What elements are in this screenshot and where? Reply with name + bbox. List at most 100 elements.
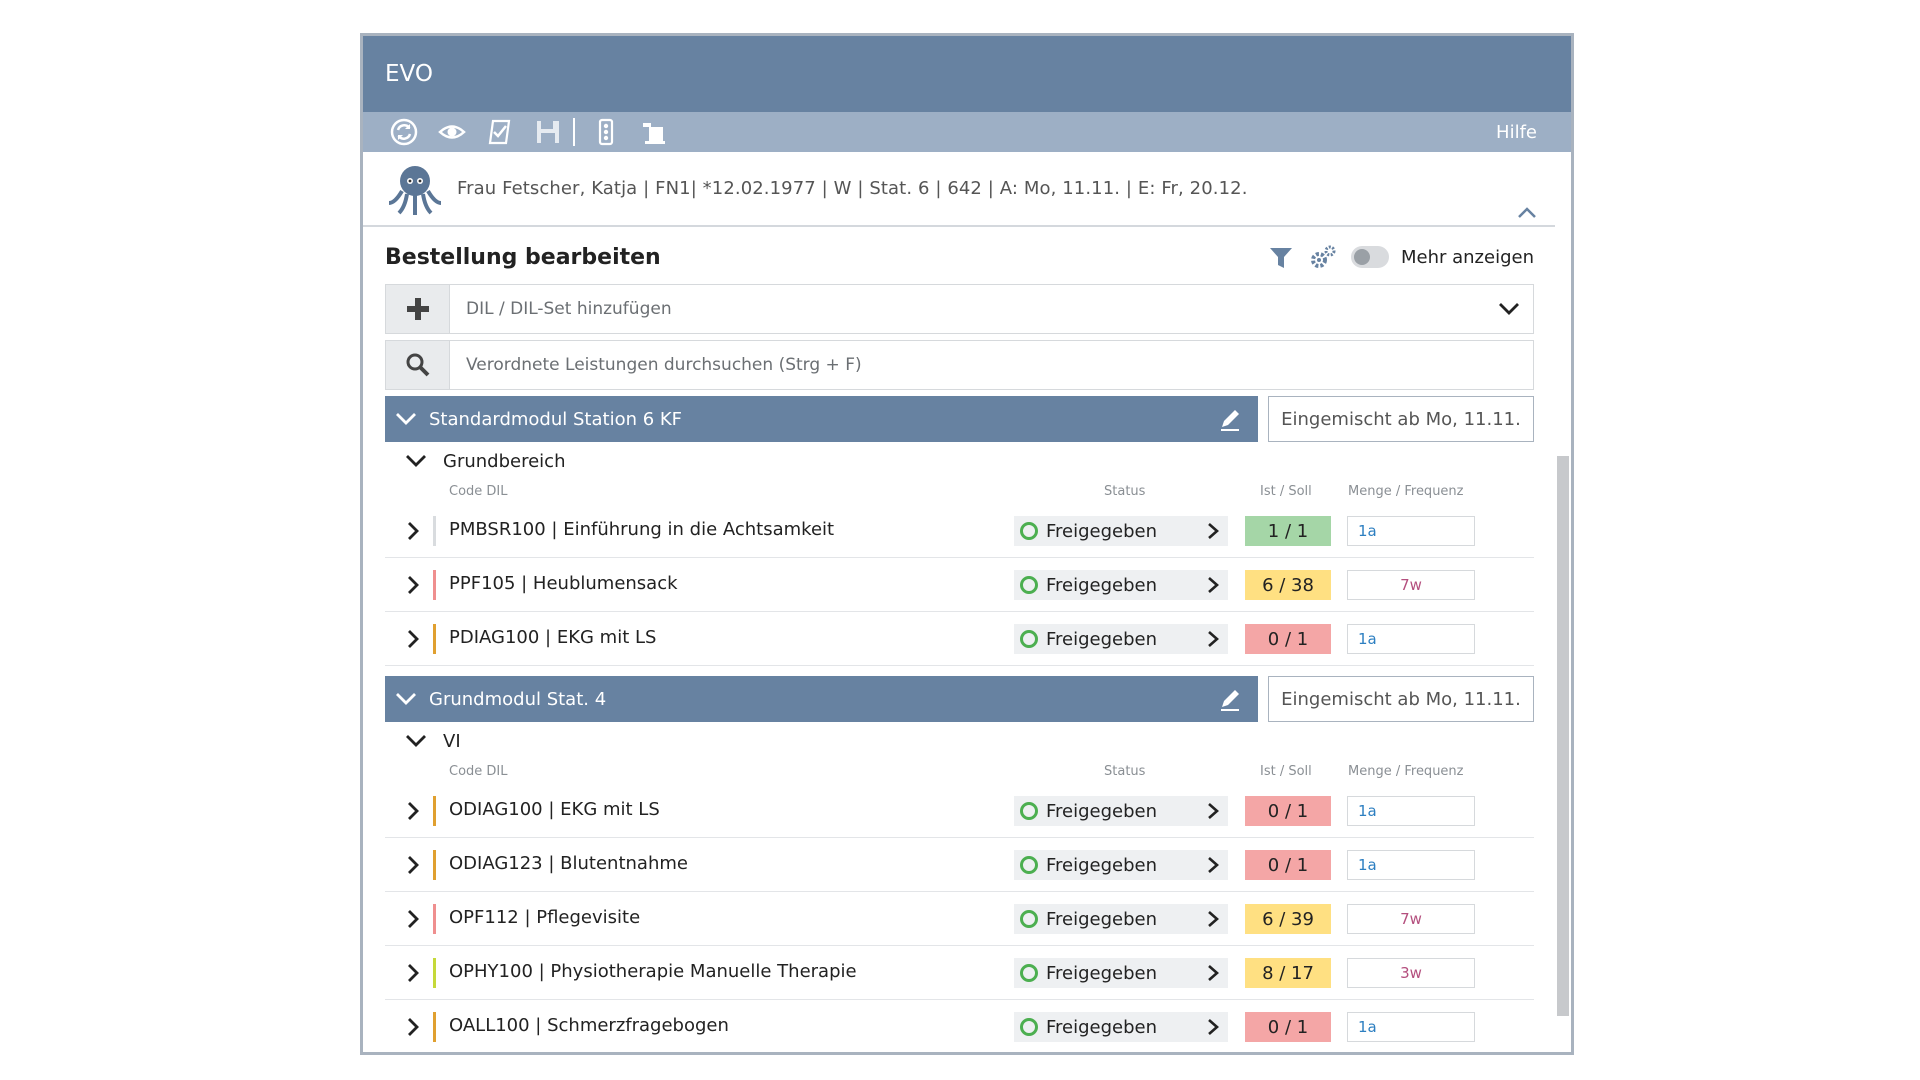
category-stripe: [433, 904, 436, 934]
toolbar: Hilfe: [363, 112, 1571, 152]
frequency-field[interactable]: 7w: [1347, 904, 1475, 934]
status-text: Freigegeben: [1046, 854, 1158, 876]
pencil-icon[interactable]: [1216, 405, 1244, 433]
status-dropdown[interactable]: Freigegeben: [1014, 796, 1228, 826]
status-text: Freigegeben: [1046, 962, 1158, 984]
chevron-right-icon[interactable]: [405, 629, 421, 649]
status-dropdown[interactable]: Freigegeben: [1014, 958, 1228, 988]
chevron-right-icon[interactable]: [405, 575, 421, 595]
status-dropdown[interactable]: Freigegeben: [1014, 1012, 1228, 1042]
chevron-right-icon[interactable]: [405, 801, 421, 821]
category-stripe: [433, 1012, 436, 1042]
status-ring-icon: [1020, 576, 1038, 594]
ist-soll-badge: 8 / 17: [1245, 958, 1331, 988]
module-header: Grundmodul Stat. 4 Eingemischt ab Mo, 11.…: [385, 676, 1534, 722]
chevron-right-icon: [1208, 857, 1219, 873]
dil-row[interactable]: ODIAG100 | EKG mit LS Freigegeben 0 / 1 1a: [385, 784, 1534, 838]
ist-soll-badge: 6 / 39: [1245, 904, 1331, 934]
dil-row[interactable]: OPF112 | Pflegevisite Freigegeben 6 / 39 7w: [385, 892, 1534, 946]
frequency-field[interactable]: 1a: [1347, 1012, 1475, 1042]
help-link[interactable]: Hilfe: [1496, 121, 1537, 143]
add-dil-input[interactable]: [466, 299, 1485, 319]
dil-row[interactable]: OALL100 | Schmerzfragebogen Freigegeben 0 …: [385, 1000, 1534, 1052]
category-stripe: [433, 958, 436, 988]
dil-row[interactable]: OPHY100 | Physiotherapie Manuelle Therap…: [385, 946, 1534, 1000]
collapse-chevron-up-icon[interactable]: [1517, 205, 1537, 219]
module-spacer: [385, 666, 1534, 672]
ist-soll-badge: 6 / 38: [1245, 570, 1331, 600]
status-dropdown[interactable]: Freigegeben: [1014, 850, 1228, 880]
dil-row[interactable]: PDIAG100 | EKG mit LS Freigegeben 0 / 1 1a: [385, 612, 1534, 666]
dil-label: ODIAG123 | Blutentnahme: [449, 853, 688, 874]
frequency-field[interactable]: 1a: [1347, 850, 1475, 880]
chevron-down-icon[interactable]: [395, 692, 417, 706]
dil-row[interactable]: PPF105 | Heublumensack Freigegeben 6 / 38 7…: [385, 558, 1534, 612]
status-text: Freigegeben: [1046, 800, 1158, 822]
group-label: Grundbereich: [443, 450, 566, 472]
more-toggle[interactable]: [1350, 246, 1389, 268]
frequency-field[interactable]: 1a: [1347, 516, 1475, 546]
status-dropdown[interactable]: Freigegeben: [1014, 624, 1228, 654]
status-ring-icon: [1020, 802, 1038, 820]
chevron-down-icon[interactable]: [405, 454, 427, 468]
settings-gears-icon[interactable]: [1309, 243, 1337, 271]
search-input[interactable]: [466, 355, 1533, 375]
frequency-field[interactable]: 3w: [1347, 958, 1475, 988]
frequency-value: 1a: [1358, 522, 1377, 540]
status-text: Freigegeben: [1046, 520, 1158, 542]
approve-icon[interactable]: [483, 115, 517, 149]
app-title: EVO: [385, 61, 433, 87]
search-button[interactable]: [386, 341, 450, 389]
chevron-right-icon[interactable]: [405, 1017, 421, 1037]
frequency-field[interactable]: 1a: [1347, 796, 1475, 826]
scrollbar[interactable]: [1557, 456, 1569, 1016]
title-bar: EVO: [363, 36, 1571, 112]
frequency-value: 1a: [1358, 856, 1377, 874]
column-menge: Menge / Frequenz: [1348, 764, 1464, 779]
refresh-icon[interactable]: [387, 115, 421, 149]
module-bar[interactable]: Standardmodul Station 6 KF: [385, 396, 1258, 442]
chevron-right-icon: [1208, 523, 1219, 539]
group-row[interactable]: VI: [385, 722, 1534, 760]
filter-icon[interactable]: [1267, 243, 1295, 271]
patient-summary: Frau Fetscher, Katja | FN1| *12.02.1977 …: [457, 178, 1248, 199]
status-dropdown[interactable]: Freigegeben: [1014, 516, 1228, 546]
chevron-right-icon[interactable]: [405, 909, 421, 929]
column-status: Status: [1104, 764, 1146, 779]
frequency-value: 3w: [1400, 964, 1422, 982]
group-row[interactable]: Grundbereich: [385, 442, 1534, 480]
status-dropdown[interactable]: Freigegeben: [1014, 904, 1228, 934]
module-list: Standardmodul Station 6 KF Eingemischt ab…: [385, 396, 1534, 1052]
column-headers: Code DIL Status Ist / Soll Menge / Frequenz: [385, 480, 1534, 504]
save-icon[interactable]: [531, 115, 565, 149]
module-bar[interactable]: Grundmodul Stat. 4: [385, 676, 1258, 722]
pencil-icon[interactable]: [1216, 685, 1244, 713]
status-text: Freigegeben: [1046, 574, 1158, 596]
chevron-right-icon[interactable]: [405, 963, 421, 983]
chevron-right-icon: [1208, 965, 1219, 981]
eye-icon[interactable]: [435, 115, 469, 149]
column-code: Code DIL: [449, 484, 508, 499]
toolbar-separator: [573, 118, 575, 146]
chevron-right-icon[interactable]: [405, 855, 421, 875]
dropdown-chevron-down-icon[interactable]: [1485, 285, 1533, 333]
frequency-field[interactable]: 7w: [1347, 570, 1475, 600]
more-label: Mehr anzeigen: [1400, 246, 1534, 268]
dil-row[interactable]: PMBSR100 | Einführung in die Achtsamkeit…: [385, 504, 1534, 558]
chevron-down-icon[interactable]: [395, 412, 417, 426]
status-ring-icon: [1020, 630, 1038, 648]
module-name: Standardmodul Station 6 KF: [429, 408, 683, 430]
order-icon[interactable]: [637, 115, 671, 149]
frequency-value: 7w: [1400, 576, 1422, 594]
traffic-light-icon[interactable]: [589, 115, 623, 149]
status-dropdown[interactable]: Freigegeben: [1014, 570, 1228, 600]
frequency-field[interactable]: 1a: [1347, 624, 1475, 654]
add-button[interactable]: [386, 285, 450, 333]
dil-label: PDIAG100 | EKG mit LS: [449, 627, 657, 648]
chevron-down-icon[interactable]: [405, 734, 427, 748]
dil-row[interactable]: ODIAG123 | Blutentnahme Freigegeben 0 / 1 1…: [385, 838, 1534, 892]
category-stripe: [433, 624, 436, 654]
frequency-value: 1a: [1358, 802, 1377, 820]
heading-row: Bestellung bearbeiten Mehr anzeigen: [385, 230, 1534, 284]
chevron-right-icon[interactable]: [405, 521, 421, 541]
